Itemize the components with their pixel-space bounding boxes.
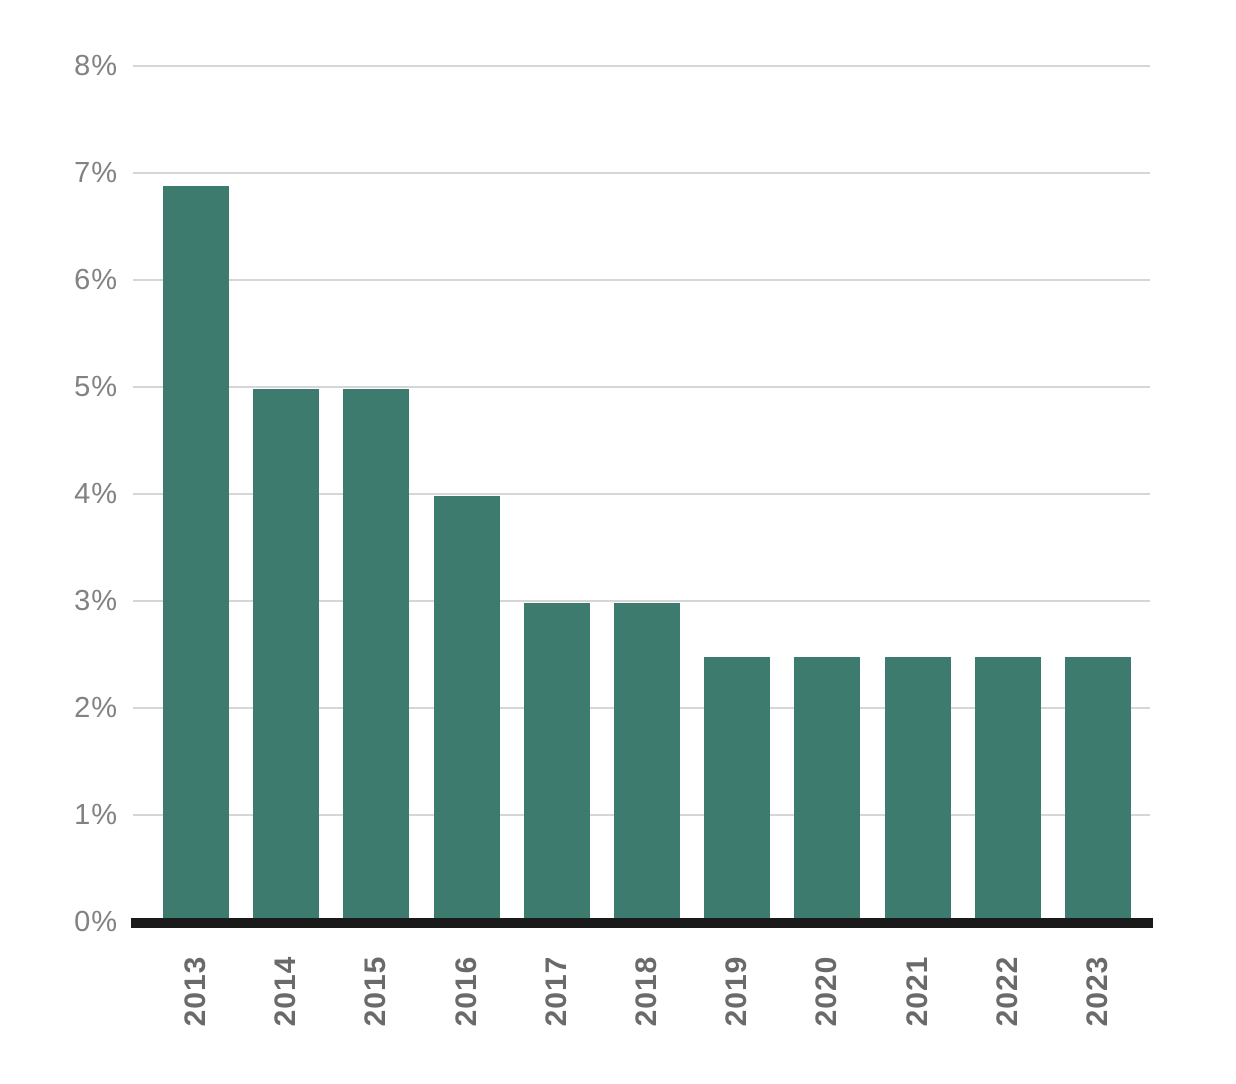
x-axis-tick-label: 2018 (630, 955, 663, 1027)
gridline (133, 386, 1150, 388)
y-axis-tick-label: 4% (74, 478, 118, 510)
bar-2016 (433, 496, 500, 918)
x-axis-tick-label: 2016 (449, 955, 483, 1027)
x-axis-tick-label: 2014 (269, 955, 303, 1027)
bar-2022 (974, 656, 1041, 918)
bar-2017 (523, 603, 590, 918)
y-axis-tick-label: 2% (74, 692, 118, 724)
y-axis-tick-label: 0% (74, 906, 118, 938)
bar-2023 (1065, 656, 1131, 918)
y-axis-tick-label: 6% (74, 264, 118, 296)
y-axis-tick-label: 1% (74, 799, 118, 831)
y-axis-tick-label: 5% (74, 371, 118, 403)
x-axis-tick-label: 2021 (900, 955, 934, 1027)
x-axis-tick-label: 2019 (720, 955, 754, 1027)
bar-2014 (253, 389, 320, 918)
gridline (133, 279, 1150, 281)
bar-2015 (343, 389, 410, 918)
y-axis-tick-label: 7% (74, 157, 118, 189)
gridline (133, 600, 1150, 602)
y-axis-tick-label: 8% (74, 50, 118, 82)
y-axis-tick-label: 3% (74, 585, 118, 617)
x-axis-tick-label: 2015 (359, 955, 393, 1027)
gridline (133, 493, 1150, 495)
bar-2020 (794, 656, 861, 918)
x-axis-tick-label: 2017 (539, 955, 573, 1027)
x-axis-tick-label: 2020 (810, 955, 844, 1027)
bar-2019 (704, 656, 771, 918)
x-axis-tick-label: 2022 (990, 955, 1024, 1027)
x-axis-line (131, 918, 1153, 928)
x-axis-tick-label: 2023 (1081, 955, 1114, 1027)
bar-2013 (163, 185, 229, 918)
gridline (133, 65, 1150, 67)
bar-2021 (884, 656, 951, 918)
bar-2018 (614, 603, 680, 918)
x-axis-tick-label: 2013 (179, 955, 212, 1027)
gridline (133, 172, 1150, 174)
